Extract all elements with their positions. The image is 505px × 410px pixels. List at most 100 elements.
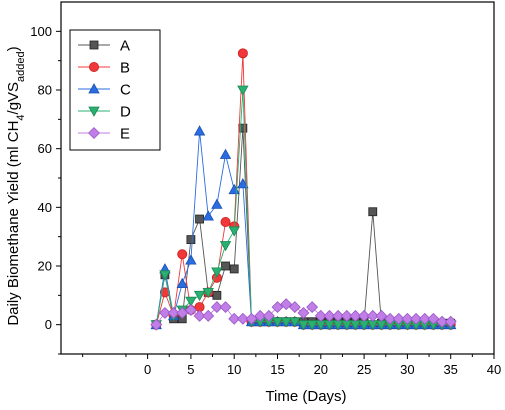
series-e-point (375, 309, 388, 322)
legend-item-d: D (78, 104, 131, 121)
series-e-point (410, 312, 423, 325)
x-tick-label: 20 (314, 362, 328, 377)
series-d-point (211, 267, 223, 278)
series-e-point (288, 301, 301, 314)
series-e-point (358, 309, 371, 322)
series-e-point (340, 309, 353, 322)
series-e-point (228, 312, 241, 325)
x-tick-label: 15 (270, 362, 284, 377)
series-e-point (306, 301, 319, 314)
series-a-point (229, 264, 239, 274)
series-d-point (193, 290, 206, 302)
legend-label: D (120, 104, 131, 121)
y-axis-title-mid: /gVS (5, 82, 22, 115)
series-e-point (176, 306, 189, 319)
series-e-point (384, 312, 397, 325)
series-d-point (297, 320, 310, 331)
series-e-point (280, 298, 293, 311)
series-a-point (221, 261, 230, 271)
series-d-point (237, 85, 249, 96)
y-axis-title-end: ) (5, 46, 22, 51)
y-tick-label: 60 (38, 141, 52, 156)
y-axis-title-sub1: 4 (15, 114, 27, 120)
legend-marker (88, 127, 100, 139)
series-e-point (314, 309, 327, 322)
series-e-point (392, 312, 405, 325)
series-e-point (444, 315, 457, 328)
legend-label: B (120, 60, 130, 77)
series-e-point (193, 309, 206, 322)
series-e-point (349, 309, 362, 322)
series-d-point (219, 241, 232, 252)
legend-label: A (120, 38, 130, 55)
series-b-point (237, 48, 248, 59)
series-d-point (185, 296, 197, 308)
legend-item-c: C (78, 82, 131, 99)
series-e-point (254, 309, 267, 322)
legend-marker (89, 40, 99, 50)
y-tick-label: 20 (38, 259, 52, 274)
series-c-point (211, 198, 223, 209)
y-axis-title: Daily Biomethane Yield (ml CH4/gVSadded) (5, 46, 27, 325)
series-a-point (186, 235, 196, 245)
x-tick-label: 0 (144, 362, 151, 377)
legend-label: C (120, 82, 131, 99)
series-e-point (158, 306, 171, 319)
series-c-point (237, 178, 249, 189)
legend-marker (88, 106, 100, 117)
series-e-point (427, 312, 440, 325)
x-tick-label: 10 (227, 362, 241, 377)
series-d-point (280, 317, 292, 328)
series-a-point (212, 290, 222, 300)
legend-item-b: B (78, 60, 130, 77)
series-e-point (184, 304, 197, 316)
series-e-point (202, 309, 215, 322)
y-tick-label: 0 (45, 317, 52, 332)
x-tick-label: 35 (443, 362, 457, 377)
series-e-point (245, 312, 258, 325)
legend-label: E (120, 126, 130, 143)
series-e-point (323, 309, 336, 322)
series-d-point (289, 317, 301, 328)
x-axis-title: Time (Days) (265, 388, 346, 405)
series-b-point (177, 249, 188, 260)
plot-layer (150, 48, 457, 331)
series-d-point (306, 320, 318, 331)
series-e-point (418, 312, 431, 325)
series-d-point (202, 287, 214, 299)
series-e-point (271, 301, 284, 314)
series-c-point (176, 277, 188, 289)
series-c-point (185, 254, 197, 265)
series-b-point (220, 216, 231, 227)
axes-layer: 0 5 10 15 20 25 30 35 40 0 20 40 60 80 100 (30, 1, 501, 377)
series-e-point (401, 312, 414, 325)
y-tick-label: 80 (38, 83, 52, 98)
x-tick-label: 30 (400, 362, 414, 377)
series-e-point (436, 315, 449, 328)
y-tick-label: 40 (38, 200, 52, 215)
y-axis-title-sub2: added (15, 51, 27, 82)
series-c-point (202, 210, 214, 221)
series-c-point (193, 125, 206, 136)
series-d-point (271, 317, 284, 328)
series-c-point (219, 148, 232, 159)
series-e-point (219, 301, 232, 314)
series-d-point (228, 226, 240, 237)
series-e-point (332, 309, 345, 322)
series-e-point (236, 312, 249, 325)
legend-item-e: E (78, 126, 130, 143)
legend-marker (89, 62, 100, 73)
x-tick-label: 40 (487, 362, 501, 377)
series-e-point (262, 309, 275, 322)
legend-item-a: A (78, 38, 130, 55)
series-e (150, 298, 457, 331)
series-a-point (368, 207, 378, 217)
legend-marker (88, 83, 100, 94)
y-axis-title-main: Daily Biomethane Yield (ml CH (5, 121, 22, 326)
x-tick-label: 5 (187, 362, 194, 377)
series-e-point (167, 306, 180, 319)
series-e-point (366, 309, 379, 322)
